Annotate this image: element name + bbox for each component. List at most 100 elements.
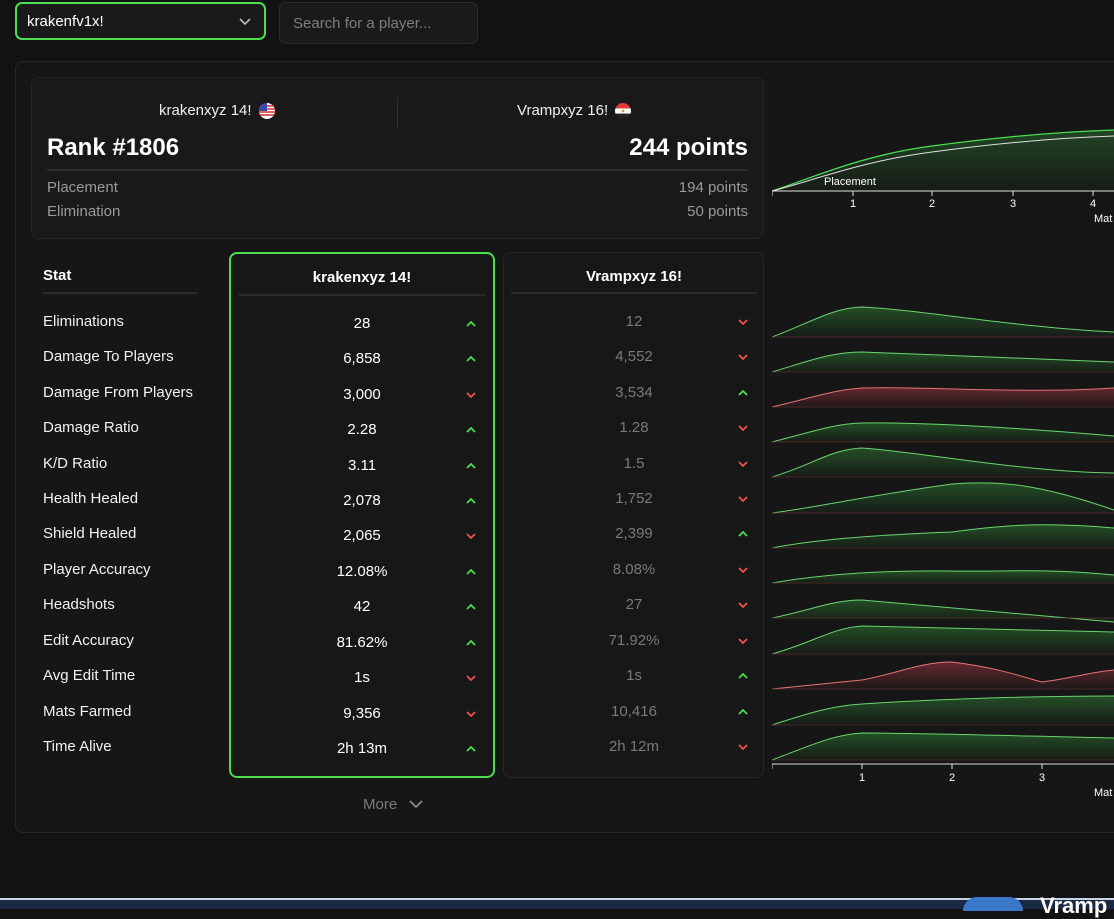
chevron-down-icon [738, 602, 748, 609]
player2-stat-value: 3,534 [615, 384, 653, 401]
player2-stats-column [503, 252, 764, 778]
top-x-tick-1: 1 [850, 198, 856, 210]
player1-stat-value: 12.08% [336, 563, 388, 580]
stat-label: Damage To Players [43, 348, 174, 365]
player2-title-divider [511, 292, 757, 294]
top-x-axis-label: Mat [1094, 213, 1112, 225]
chevron-down-icon [738, 744, 748, 751]
player-divider [397, 97, 398, 128]
bottom-x-tick-3: 3 [1039, 772, 1045, 784]
trend-line-6 [772, 524, 1114, 549]
trend-area-1 [772, 352, 1114, 372]
chevron-up-icon [738, 708, 748, 715]
player2-stat-value: 71.92% [608, 632, 660, 649]
stat-label: Health Healed [43, 490, 139, 507]
top-x-tick-3: 3 [1010, 198, 1016, 210]
summary-player2-name: Vrampxyz 16! [517, 102, 609, 119]
trend-area-11 [772, 696, 1114, 725]
trend-area-9 [772, 626, 1114, 654]
trend-line-2 [772, 387, 1114, 408]
player2-stat-value: 4,552 [615, 348, 653, 365]
player1-stat-value: 6,858 [343, 350, 381, 367]
trend-line-11 [772, 695, 1114, 726]
us-flag-icon [258, 102, 275, 119]
player1-stat-value: 2h 13m [336, 740, 388, 757]
summary-player1-name: krakenxyz 14! [159, 102, 252, 119]
chevron-up-icon [738, 672, 748, 679]
player1-stat-value: 28 [353, 315, 371, 332]
trend-line-0 [772, 306, 1114, 338]
player2-stat-value: 12 [625, 313, 643, 330]
top-points-chart: Placement 1 2 3 4 Mat [772, 129, 1114, 225]
bottom-x-tick-2: 2 [949, 772, 955, 784]
search-input[interactable] [280, 3, 477, 43]
summary-player1: krakenxyz 14! [159, 102, 275, 119]
trend-area-12 [772, 733, 1114, 760]
placement-points: 194 points [678, 179, 748, 196]
chevron-down-icon [738, 638, 748, 645]
chevron-up-icon [466, 603, 476, 610]
chevron-up-icon [466, 426, 476, 433]
player2-stat-value: 27 [625, 596, 643, 613]
chevron-up-icon [466, 497, 476, 504]
trend-area-5 [772, 482, 1114, 513]
stat-label: Time Alive [43, 738, 112, 755]
rank-title: Rank #1806 [47, 134, 180, 161]
more-label: More [363, 795, 398, 813]
stat-label: Edit Accuracy [43, 632, 134, 649]
player1-stat-value: 81.62% [336, 634, 388, 651]
player-select[interactable]: krakenfv1x! [15, 2, 266, 40]
player1-stat-value: 3,000 [343, 386, 381, 403]
total-points: 244 points [629, 134, 748, 161]
chevron-up-icon [466, 745, 476, 752]
trend-line-1 [772, 351, 1114, 373]
chevron-down-icon [738, 496, 748, 503]
chevron-down-icon [738, 319, 748, 326]
chevron-up-icon [466, 320, 476, 327]
trend-area-6 [772, 524, 1114, 548]
trend-line-7 [772, 570, 1114, 584]
chevron-up-icon [466, 355, 476, 362]
top-chart-line-2 [772, 135, 1114, 192]
chevron-down-icon [738, 354, 748, 361]
stat-label: Player Accuracy [43, 561, 151, 578]
chevron-down-icon [466, 675, 476, 682]
player1-stat-value: 2.28 [347, 421, 377, 438]
player-select-value: krakenfv1x! [27, 12, 104, 30]
player2-stat-value: 1.28 [619, 419, 649, 436]
chevron-down-icon [466, 533, 476, 540]
stat-label: Damage Ratio [43, 419, 139, 436]
trend-area-7 [772, 570, 1114, 583]
next-section-strip [0, 898, 1114, 909]
elimination-label: Elimination [47, 203, 121, 220]
more-button[interactable]: More [363, 795, 425, 813]
chevron-down-icon [466, 392, 476, 399]
top-x-tick-2: 2 [929, 198, 935, 210]
player1-stat-value: 9,356 [343, 705, 381, 722]
chevron-down-icon [466, 711, 476, 718]
player2-stat-value: 1s [626, 667, 642, 684]
stat-label: Headshots [43, 596, 115, 613]
chevron-up-icon [466, 639, 476, 646]
bottom-x-tick-1: 1 [859, 772, 865, 784]
trend-area-4 [772, 448, 1114, 477]
stat-header-divider [43, 292, 197, 294]
search-field[interactable] [279, 2, 478, 44]
avatar [963, 897, 1023, 911]
trend-line-3 [772, 422, 1114, 443]
chevron-down-icon [239, 18, 251, 26]
placement-label: Placement [47, 179, 118, 196]
chevron-down-icon [409, 800, 423, 809]
player2-stat-value: 2h 12m [608, 738, 660, 755]
trend-area-10 [772, 662, 1114, 689]
top-chart-annotation: Placement [824, 176, 876, 188]
player2-stat-value: 1,752 [615, 490, 653, 507]
trend-area-0 [772, 307, 1114, 337]
chevron-up-icon [466, 568, 476, 575]
player1-stat-value: 42 [353, 598, 371, 615]
player1-title-divider [239, 294, 485, 296]
top-chart-line-1 [772, 129, 1114, 192]
chevron-down-icon [738, 567, 748, 574]
trend-line-9 [772, 625, 1114, 655]
trend-area-2 [772, 387, 1114, 407]
